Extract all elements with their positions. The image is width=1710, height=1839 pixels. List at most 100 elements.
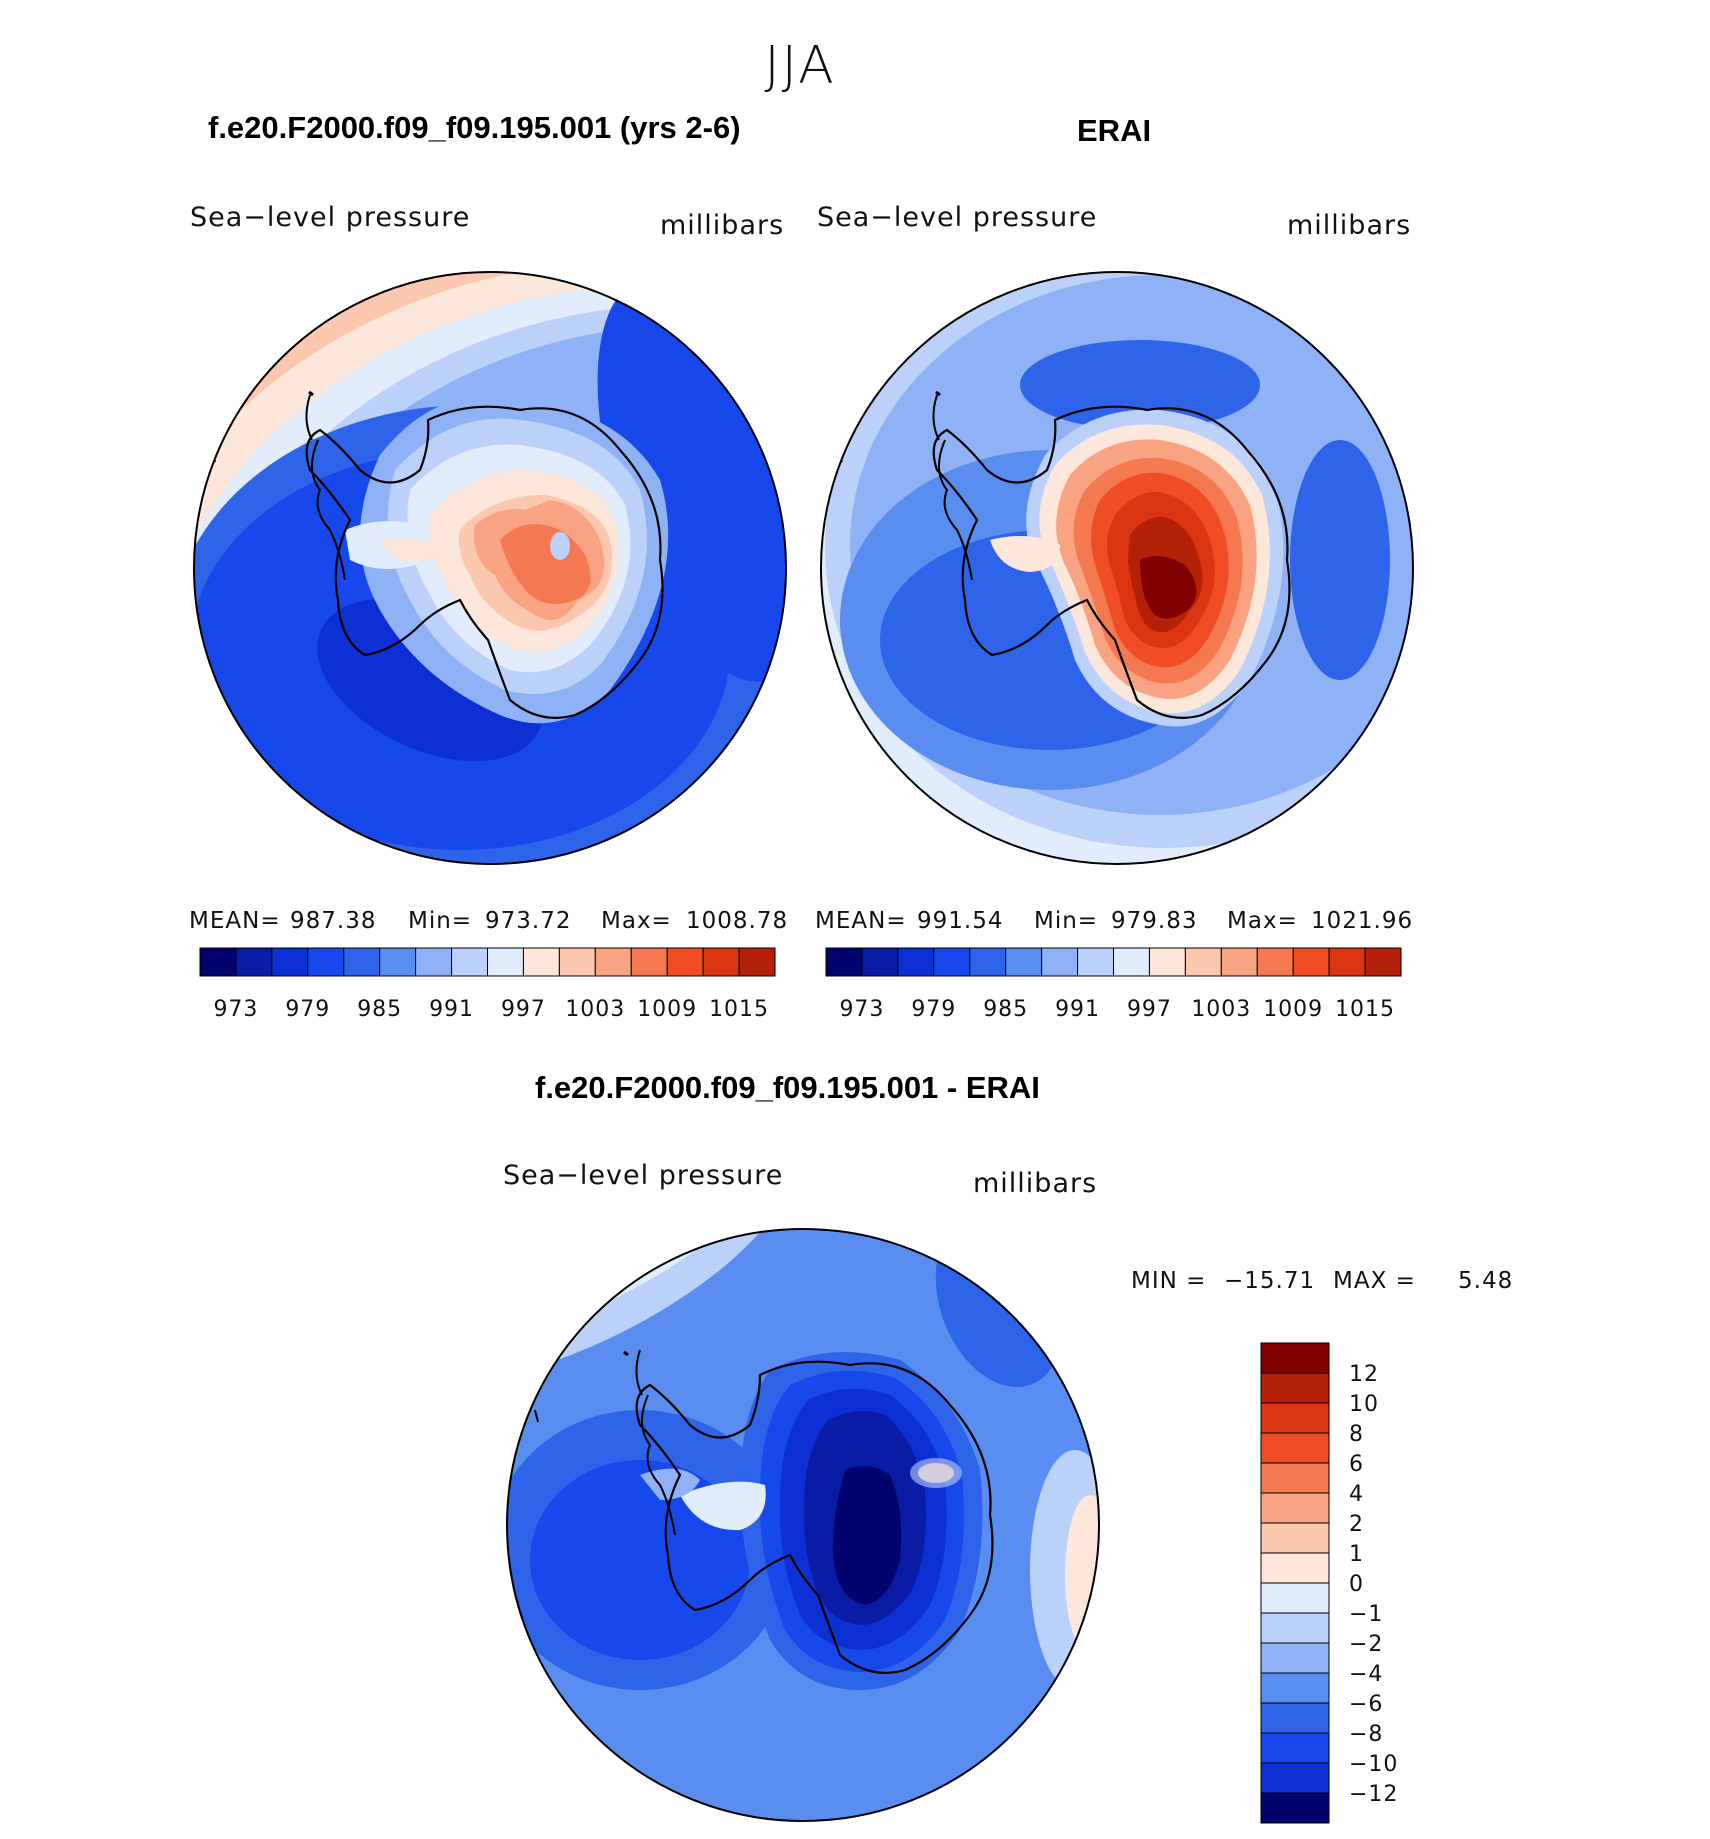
panel-reference-min-label: Min= xyxy=(1034,908,1099,934)
colorbar-reference-box xyxy=(861,947,899,977)
colorbar-difference-box xyxy=(1260,1342,1330,1374)
map-reference-border xyxy=(820,271,1414,865)
panel-model-max-value: 1008.78 xyxy=(686,908,789,934)
colorbar-reference-box xyxy=(969,947,1007,977)
panel-model-max-label: Max= xyxy=(601,908,672,934)
panel-difference-units: millibars xyxy=(973,1168,1098,1199)
panel-reference-max-label: Max= xyxy=(1227,908,1298,934)
panel-model-min-value: 973.72 xyxy=(485,908,572,934)
colorbar-difference-box xyxy=(1260,1762,1330,1794)
colorbar-model-box xyxy=(558,947,596,977)
colorbar-reference-box xyxy=(1041,947,1079,977)
map-difference-border xyxy=(506,1228,1100,1822)
colorbar-reference-box xyxy=(1184,947,1222,977)
colorbar-difference-tick-label: 6 xyxy=(1349,1452,1364,1477)
colorbar-difference-box xyxy=(1260,1612,1330,1644)
panel-model-units: millibars xyxy=(660,210,785,241)
colorbar-model-box xyxy=(235,947,273,977)
difference-max-label: MAX = xyxy=(1333,1268,1416,1294)
panel-model-mean-value: 987.38 xyxy=(290,908,377,934)
panel-model-left-label: Sea−level pressure xyxy=(190,202,471,233)
colorbar-reference-box xyxy=(1292,947,1330,977)
difference-min-label: MIN = xyxy=(1131,1268,1207,1294)
difference-max-value: 5.48 xyxy=(1458,1268,1514,1294)
colorbar-model-box xyxy=(271,947,309,977)
colorbar-difference-tick-label: −12 xyxy=(1349,1782,1398,1807)
colorbar-difference-tick-label: 12 xyxy=(1349,1362,1379,1387)
colorbar-reference-box xyxy=(1220,947,1258,977)
colorbar-difference-tick-label: 1 xyxy=(1349,1542,1364,1567)
colorbar-difference-box xyxy=(1260,1402,1330,1434)
figure-title: JJA xyxy=(764,36,836,96)
colorbar-difference-box xyxy=(1260,1552,1330,1584)
colorbar-reference-box xyxy=(1005,947,1043,977)
colorbar-reference-tick-label: 991 xyxy=(1055,997,1100,1022)
colorbar-model-tick-label: 991 xyxy=(429,997,474,1022)
panel-reference-mean-value: 991.54 xyxy=(917,908,1004,934)
colorbar-difference-tick-label: −6 xyxy=(1349,1692,1383,1717)
colorbar-model-box xyxy=(594,947,632,977)
colorbar-model-tick-label: 997 xyxy=(501,997,546,1022)
panel-reference-units: millibars xyxy=(1287,210,1412,241)
colorbar-model-box xyxy=(451,947,488,977)
map-reference xyxy=(821,272,1413,864)
panel-reference-max-value: 1021.96 xyxy=(1311,908,1414,934)
colorbar-reference-box xyxy=(1364,947,1402,977)
colorbar-difference-box xyxy=(1260,1432,1330,1464)
panel-model-min-label: Min= xyxy=(408,908,473,934)
colorbar-difference-box xyxy=(1260,1522,1330,1554)
colorbar-difference-box xyxy=(1260,1582,1330,1614)
colorbar-model-tick-label: 1009 xyxy=(637,997,697,1022)
colorbar-difference-tick-label: 8 xyxy=(1349,1422,1364,1447)
panel-reference-title: ERAI xyxy=(1077,113,1152,148)
colorbar-model-box xyxy=(343,947,381,977)
colorbar-reference-tick-label: 1015 xyxy=(1335,997,1395,1022)
colorbar-model-box xyxy=(487,947,524,977)
colorbar-difference-tick-label: 0 xyxy=(1349,1572,1364,1597)
panel-reference-mean-label: MEAN= xyxy=(815,908,907,934)
colorbar-difference-box xyxy=(1260,1492,1330,1524)
colorbar-reference-box xyxy=(933,947,971,977)
map-difference xyxy=(507,1229,1099,1821)
colorbar-reference-box xyxy=(1328,947,1366,977)
colorbar-model-box xyxy=(630,947,668,977)
colorbar-difference-tick-label: 10 xyxy=(1349,1392,1379,1417)
colorbar-model-tick-label: 1003 xyxy=(565,997,625,1022)
colorbar-reference-box xyxy=(1077,947,1114,977)
colorbar-model-box xyxy=(738,947,776,977)
colorbar-difference-box xyxy=(1260,1702,1330,1734)
panel-reference-min-value: 979.83 xyxy=(1111,908,1198,934)
colorbar-reference-tick-label: 997 xyxy=(1127,997,1172,1022)
colorbar-reference-tick-label: 1003 xyxy=(1191,997,1251,1022)
panel-difference-left-label: Sea−level pressure xyxy=(503,1160,784,1191)
colorbar-difference-box xyxy=(1260,1462,1330,1494)
colorbar-reference-box xyxy=(1256,947,1294,977)
colorbar-difference-box xyxy=(1260,1792,1330,1824)
panel-reference-left-label: Sea−level pressure xyxy=(817,202,1098,233)
colorbar-model-box xyxy=(702,947,740,977)
colorbar-reference-box xyxy=(825,947,863,977)
difference-min-value: −15.71 xyxy=(1224,1268,1316,1294)
colorbar-model-box xyxy=(199,947,237,977)
colorbar-difference-box xyxy=(1260,1372,1330,1404)
colorbar-model-box xyxy=(307,947,345,977)
colorbar-reference-box xyxy=(1148,947,1186,977)
colorbar-model-box xyxy=(379,947,417,977)
colorbar-difference-box xyxy=(1260,1732,1330,1764)
panel-model-title: f.e20.F2000.f09_f09.195.001 (yrs 2-6) xyxy=(208,110,741,145)
panel-model-mean-label: MEAN= xyxy=(189,908,281,934)
colorbar-reference-box xyxy=(897,947,935,977)
map-model xyxy=(194,272,786,864)
colorbar-reference-tick-label: 985 xyxy=(983,997,1028,1022)
panel-difference-title: f.e20.F2000.f09_f09.195.001 - ERAI xyxy=(535,1070,1040,1105)
colorbar-reference-tick-label: 1009 xyxy=(1263,997,1323,1022)
colorbar-difference-tick-label: 4 xyxy=(1349,1482,1364,1507)
colorbar-model-box xyxy=(666,947,704,977)
colorbar-model-box xyxy=(522,947,560,977)
colorbar-difference-box xyxy=(1260,1642,1330,1674)
map-model-border xyxy=(193,271,787,865)
colorbar-model-tick-label: 979 xyxy=(285,997,330,1022)
colorbar-model-tick-label: 985 xyxy=(357,997,402,1022)
